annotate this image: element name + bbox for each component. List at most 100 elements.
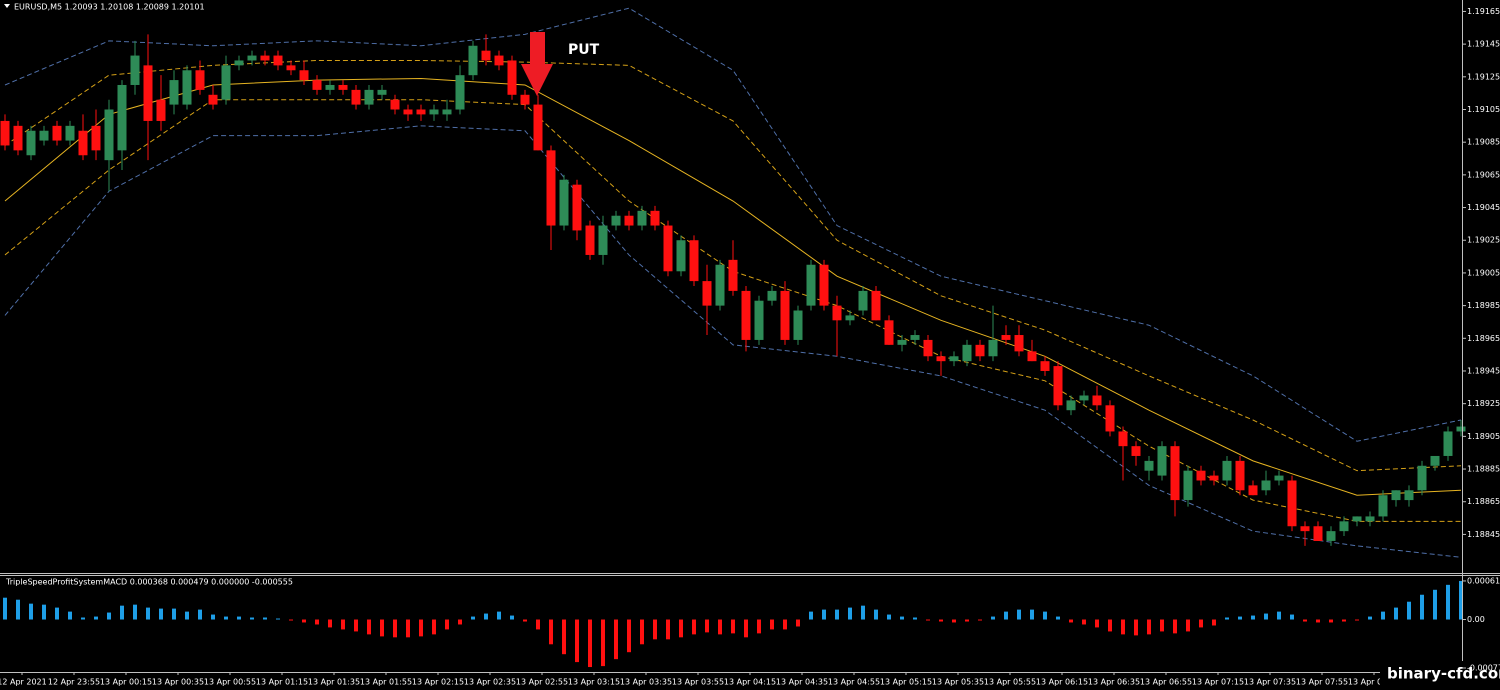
histogram-bar [3,597,7,620]
x-tick-label: 13 Apr 03:35 [620,678,672,687]
histogram-bar [1095,619,1099,628]
histogram-bar [55,607,59,620]
candle-body [1118,431,1128,447]
histogram-bar [1082,619,1086,625]
candle-body [910,335,920,340]
band-line [4,125,1462,558]
candle-body [1404,490,1414,501]
x-tick-label: 13 Apr 05:35 [932,678,984,687]
band-line [4,7,1462,442]
candle-body [845,315,855,321]
y-tick-label: 1.18905 [1467,432,1500,441]
histogram-bar [1108,619,1112,632]
candle-body [897,339,907,345]
candle-body [1287,480,1297,527]
candle-body [520,94,530,105]
candle-body [455,75,465,110]
x-tick-label: 13 Apr 04:35 [776,678,828,687]
x-tick-label: 13 Apr 06:55 [1140,678,1192,687]
y-tick-label: 1.18965 [1467,334,1500,343]
histogram-bar [380,619,384,637]
x-tick-label: 13 Apr 01:35 [308,678,360,687]
histogram-bar [965,619,969,622]
histogram-bar [1251,615,1255,620]
candle-body [1365,516,1375,522]
x-tick-label: 13 Apr 05:55 [984,678,1036,687]
candle-body [819,264,829,306]
histogram-bar [848,607,852,620]
histogram-bar [549,619,553,645]
histogram-bar [705,619,709,633]
candle-body [884,320,894,345]
candle-body [741,290,751,340]
histogram-bar [81,617,85,620]
histogram-bar [341,619,345,630]
histogram-bar [406,619,410,638]
candle-body [286,65,296,71]
price-pane [0,7,1466,558]
candle-body [572,184,582,231]
candle-body [377,89,387,95]
candle-body [299,70,309,81]
candle-body [715,264,725,306]
histogram-bar [68,611,72,620]
put-annotation: PUT [568,42,600,58]
histogram-bar [861,605,865,620]
histogram-bar [1199,619,1203,628]
candle-body [169,80,179,105]
histogram-bar [328,619,332,628]
histogram-bar [198,609,202,620]
candle-body [26,130,36,156]
candle-body [481,50,491,61]
candle-body [858,290,868,311]
indicator-title: TripleSpeedProfitSystemMACD 0.000368 0.0… [5,578,293,587]
histogram-bar [653,619,657,640]
histogram-bar [978,619,982,621]
histogram-bar [783,619,787,630]
candle-body [234,60,244,66]
y-tick-label: 1.18945 [1467,366,1500,375]
histogram-bar [146,607,150,620]
histogram-bar [1277,611,1281,620]
candle-body [975,344,985,357]
histogram-bar [289,619,293,621]
time-axis: 12 Apr 2021 12 Apr 23:55 13 Apr 00:15 13 Ap… [0,672,1500,687]
candle-body [728,259,738,291]
x-tick-label: 13 Apr 07:55 [1296,678,1348,687]
candle-body [13,125,23,151]
candle-body [702,281,712,306]
candle-body [65,125,75,141]
candle-body [1248,485,1258,496]
histogram-bar [497,611,501,620]
candle-body [130,55,140,85]
histogram-bar [1030,609,1034,620]
histogram-bar [900,616,904,620]
histogram-bar [1407,601,1411,620]
y-tick-label: 1.19065 [1467,170,1500,179]
band-line [4,59,1462,472]
histogram-bar [666,619,670,640]
histogram-bar [744,619,748,638]
y-tick-label: 1.18865 [1467,497,1500,506]
histogram-bar [1368,616,1372,620]
y-tick-label: 1.19005 [1467,268,1500,277]
candle-body [1027,351,1037,362]
histogram-bar [133,604,137,620]
x-tick-label: 13 Apr 08:15 [1348,678,1400,687]
candle-body [1274,475,1284,481]
histogram-bar [809,611,813,620]
histogram-bar [1043,611,1047,620]
symbol-menu-icon [4,4,10,8]
histogram-bar [172,608,176,620]
candle-body [273,55,283,66]
candle-body [0,120,10,146]
histogram-bar [484,613,488,620]
histogram-bar [796,619,800,627]
candle-body [793,310,803,340]
histogram-bar [1433,589,1437,620]
histogram-bar [237,616,241,620]
candle-body [1430,455,1440,466]
